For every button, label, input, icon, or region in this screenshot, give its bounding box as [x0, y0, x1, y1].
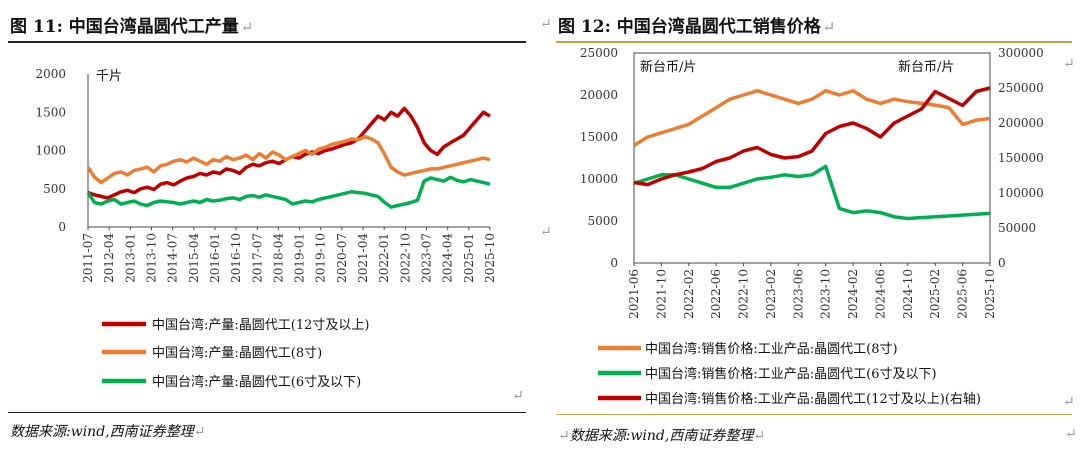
x-tick-label: 2024-04	[441, 233, 455, 283]
title-rule	[8, 41, 526, 43]
series-line-3	[633, 86, 991, 187]
x-tick-label: 2023-06	[791, 269, 805, 319]
return-mark-icon: ↵	[540, 16, 552, 32]
return-mark-icon: ↵	[1063, 56, 1075, 72]
y-left-tick-label: 15000	[580, 130, 618, 144]
x-tick-label: 2014-07	[166, 233, 180, 283]
left-figure: 图 11: 中国台湾晶圆代工产量 ↵ 0 500 1000 1500 2000 千片 2011…	[0, 0, 530, 449]
series-line-3	[86, 175, 491, 209]
y-left-unit-label: 新台币/片	[640, 59, 696, 75]
x-tick-label: 2024-10	[901, 269, 915, 319]
legend-label: 中国台湾:产量:晶圆代工(6寸及以下)	[152, 374, 361, 390]
series-line-2	[86, 134, 491, 185]
y-tick-label: 1000	[35, 144, 66, 158]
y-right-tick-label: 200000	[998, 116, 1044, 130]
y-right-tick-label: 100000	[998, 186, 1044, 200]
source-rule	[556, 414, 1072, 415]
right-figure: ↵ 图 12: 中国台湾晶圆代工销售价格 ↵ 0 5000 10000 15000 200…	[540, 0, 1080, 449]
x-tick-label: 2023-02	[764, 269, 778, 319]
x-tick-label: 2023-10	[819, 269, 833, 319]
return-mark-icon: ↵	[193, 424, 206, 440]
y-unit-label: 千片	[96, 69, 122, 84]
x-tick-label: 2022-06	[709, 269, 723, 319]
return-mark-icon: ↵	[1063, 394, 1075, 410]
series-line-2	[633, 164, 991, 221]
y-tick-label: 0	[58, 220, 66, 234]
x-tick-label: 2021-04	[356, 233, 370, 283]
x-tick-label: 2013-10	[144, 233, 158, 283]
x-tick-label: 2022-10	[398, 233, 412, 283]
legend-label: 中国台湾:产量:晶圆代工(12寸及以上)	[152, 317, 369, 333]
y-left-tick-label: 20000	[580, 88, 618, 102]
left-source-text: 数据来源:wind,西南证券整理	[10, 424, 194, 440]
legend-label: 中国台湾:销售价格:工业产品:晶圆代工(12寸及以上)(右轴)	[645, 391, 981, 407]
y-left-tick-label: 25000	[580, 46, 618, 60]
y-tick-label: 500	[43, 182, 66, 196]
x-tick-label: 2018-04	[271, 233, 285, 283]
left-figure-title-text: 中国台湾晶圆代工产量	[68, 17, 239, 37]
y-right-tick-label: 0	[998, 256, 1006, 270]
x-tick-label: 2022-01	[377, 233, 391, 283]
y-left-tick-label: 10000	[580, 172, 618, 186]
x-tick-label: 2019-10	[314, 233, 328, 283]
x-tick-label: 2025-01	[462, 233, 476, 283]
right-figure-title-text: 中国台湾晶圆代工销售价格	[616, 17, 821, 37]
y-tick-label: 2000	[35, 67, 66, 81]
x-tick-label: 2023-07	[420, 233, 434, 283]
x-tick-label: 2019-01	[293, 233, 307, 283]
legend-label: 中国台湾:销售价格:工业产品:晶圆代工(8寸)	[645, 341, 898, 357]
left-figure-title: 图 11: 中国台湾晶圆代工产量 ↵	[10, 12, 253, 37]
x-tick-label: 2015-04	[187, 233, 201, 283]
x-tick-label: 2016-10	[229, 233, 243, 283]
y-left-tick-label: 0	[610, 256, 618, 270]
y-right-tick-label: 150000	[998, 151, 1044, 165]
x-tick-label: 2022-02	[682, 269, 696, 319]
left-source: 数据来源:wind,西南证券整理↵	[10, 421, 205, 441]
return-mark-icon: ↵	[822, 18, 836, 36]
legend-label: 中国台湾:销售价格:工业产品:晶圆代工(6寸及以下)	[645, 366, 937, 382]
x-tick-label: 2012-04	[102, 233, 116, 283]
x-tick-label: 2021-06	[627, 269, 641, 319]
x-tick-label: 2025-10	[483, 233, 497, 283]
right-source-text: 数据来源:wind,西南证券整理	[569, 428, 754, 444]
x-tick-label: 2011-07	[81, 233, 95, 283]
y-left-tick-label: 5000	[587, 214, 618, 228]
series-line-1	[87, 106, 491, 200]
return-mark-icon: ↵	[558, 428, 570, 444]
right-source: ↵数据来源:wind,西南证券整理↵	[558, 425, 765, 445]
x-tick-label: 2025-06	[956, 269, 970, 319]
return-mark-icon: ↵	[512, 388, 524, 404]
x-tick-label: 2020-07	[335, 233, 349, 283]
x-tick-label: 2022-10	[737, 269, 751, 319]
y-tick-label: 1500	[35, 105, 66, 119]
plot-frame	[633, 52, 991, 264]
y-right-tick-label: 300000	[998, 46, 1044, 60]
right-chart: 0500010000150002000025000050000100000150…	[580, 46, 1044, 407]
x-tick-label: 2025-10	[983, 269, 997, 319]
right-figure-label: 图 12:	[558, 17, 611, 37]
right-figure-title: 图 12: 中国台湾晶圆代工销售价格 ↵	[558, 12, 835, 37]
left-figure-label: 图 11:	[10, 17, 63, 37]
x-tick-label: 2016-01	[208, 233, 222, 283]
return-mark-icon: ↵	[753, 428, 766, 444]
y-right-tick-label: 50000	[998, 221, 1036, 235]
x-tick-label: 2021-10	[654, 269, 668, 319]
return-mark-icon: ↵	[1065, 426, 1077, 442]
return-mark-icon: ↵	[540, 224, 552, 240]
y-right-tick-label: 250000	[998, 81, 1044, 95]
x-tick-label: 2025-02	[928, 269, 942, 319]
x-tick-label: 2024-02	[846, 269, 860, 319]
title-rule	[556, 41, 1072, 43]
legend-label: 中国台湾:产量:晶圆代工(8寸)	[152, 345, 322, 361]
y-right-unit-label: 新台币/片	[898, 59, 954, 75]
series-line-1	[633, 89, 991, 147]
x-tick-label: 2013-01	[123, 233, 137, 283]
left-chart: 0 500 1000 1500 2000 千片 2011-07 2012-04 2013-01 2…	[35, 67, 497, 390]
return-mark-icon: ↵	[240, 18, 254, 36]
x-tick-label: 2024-06	[873, 269, 887, 319]
source-rule	[8, 412, 526, 413]
x-tick-label: 2017-07	[250, 233, 264, 283]
